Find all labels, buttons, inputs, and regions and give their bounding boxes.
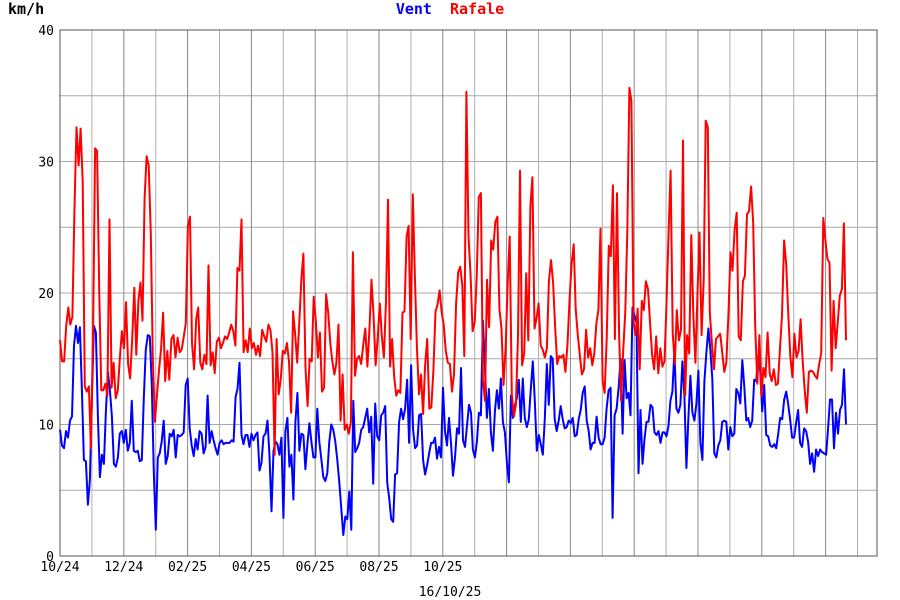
plot-frame (59, 29, 878, 557)
legend-vent: Vent (396, 0, 432, 18)
y-tick-label: 0 (46, 550, 54, 565)
series-line-rafale (59, 86, 847, 456)
legend: Vent Rafale (396, 0, 504, 18)
x-tick-label: 02/25 (168, 560, 207, 575)
y-unit-label: km/h (8, 0, 44, 18)
x-tick-label: 10/24 (40, 560, 79, 575)
x-tick-label: 12/24 (104, 560, 143, 575)
x-axis-ticks: 10/24 12/24 02/25 04/25 06/25 08/25 10/25 (40, 560, 462, 575)
y-tick-label: 20 (38, 287, 54, 302)
series-lines (59, 86, 847, 536)
x-tick-label: 08/25 (359, 560, 398, 575)
series-line-vent (59, 306, 847, 536)
x-tick-label: 10/25 (423, 560, 462, 575)
y-tick-label: 40 (38, 24, 54, 39)
x-tick-label: 06/25 (296, 560, 335, 575)
x-tick-label: 04/25 (232, 560, 271, 575)
legend-rafale: Rafale (450, 0, 504, 18)
plot-border (59, 29, 878, 557)
y-tick-label: 10 (38, 419, 54, 434)
x-axis-label: 16/10/25 (419, 585, 482, 600)
y-tick-label: 30 (38, 156, 54, 171)
y-axis-ticks: 0 10 20 30 40 (38, 24, 54, 565)
